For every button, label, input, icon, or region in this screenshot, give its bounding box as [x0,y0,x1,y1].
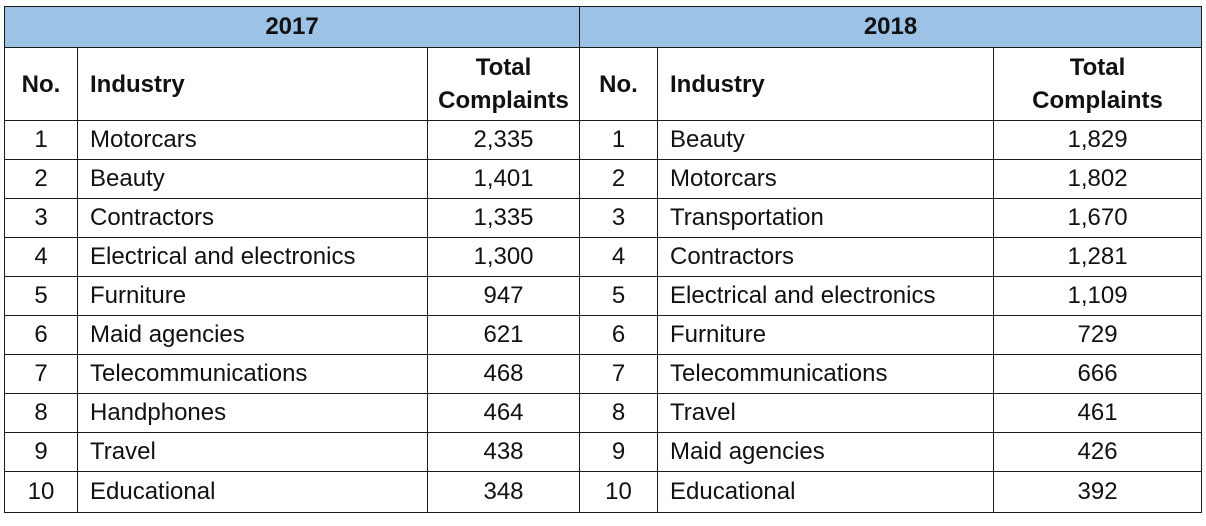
total-header-line1: Total [475,54,532,81]
total-cell-2018: 1,802 [993,159,1203,199]
industry-cell-2018: Transportation [657,198,995,238]
total-cell-2018: 729 [993,315,1203,355]
industry-cell-2018: Beauty [657,120,995,160]
rank-cell-2018: 9 [579,432,659,472]
table-row: 8 Handphones 464 8 Travel 461 [4,393,1203,433]
table-row: 5 Furniture 947 5 Electrical and electronics… [4,276,1203,316]
rank-cell-2018: 1 [579,120,659,160]
rank-cell-2017: 7 [4,354,78,394]
total-cell-2018: 666 [993,354,1203,394]
industry-cell-2018: Telecommunications [657,354,995,394]
total-header-line2: Complaints [1032,87,1163,114]
total-complaints-header: Total Complaints [993,47,1203,121]
total-cell-2017: 2,335 [426,120,581,160]
total-cell-2018: 392 [993,471,1203,513]
industry-cell-2018: Electrical and electronics [657,276,995,316]
rank-cell-2018: 8 [579,393,659,433]
industry-cell-2017: Beauty [77,159,428,199]
table-row: 1 Motorcars 2,335 1 Beauty 1,829 [4,120,1203,160]
rank-cell-2018: 2 [579,159,659,199]
industry-cell-2017: Furniture [77,276,428,316]
industry-cell-2017: Electrical and electronics [77,237,428,277]
industry-cell-2017: Maid agencies [77,315,428,355]
total-header-line1: Total [1069,54,1126,81]
rank-cell-2018: 5 [579,276,659,316]
table-row: 10 Educational 348 10 Educational 392 [4,471,1203,513]
table-row: 9 Travel 438 9 Maid agencies 426 [4,432,1203,472]
rank-cell-2017: 2 [4,159,78,199]
rank-cell-2017: 4 [4,237,78,277]
rank-cell-2017: 5 [4,276,78,316]
total-cell-2018: 1,670 [993,198,1203,238]
table-row: 7 Telecommunications 468 7 Telecommunication… [4,354,1203,394]
year-header-2017: 2017 [3,6,581,48]
no-header: No. [4,47,78,121]
industry-cell-2018: Motorcars [657,159,995,199]
total-cell-2017: 348 [426,471,581,513]
table-body: 1 Motorcars 2,335 1 Beauty 1,829 2 Beauty 1,401 2… [4,120,1203,513]
industry-header: Industry [77,47,428,121]
rank-cell-2017: 8 [4,393,78,433]
industry-cell-2018: Travel [657,393,995,433]
industry-cell-2018: Furniture [657,315,995,355]
rank-cell-2018: 6 [579,315,659,355]
industry-cell-2017: Motorcars [77,120,428,160]
industry-cell-2017: Contractors [77,198,428,238]
total-cell-2017: 947 [426,276,581,316]
rank-cell-2017: 10 [4,471,78,513]
table-row: 6 Maid agencies 621 6 Furniture 729 [4,315,1203,355]
rank-cell-2018: 3 [579,198,659,238]
total-cell-2018: 1,281 [993,237,1203,277]
industry-cell-2017: Handphones [77,393,428,433]
rank-cell-2017: 1 [4,120,78,160]
rank-cell-2018: 7 [579,354,659,394]
total-cell-2017: 1,335 [426,198,581,238]
total-cell-2017: 1,300 [426,237,581,277]
industry-cell-2018: Educational [657,471,995,513]
rank-cell-2017: 6 [4,315,78,355]
total-header-line2: Complaints [438,87,569,114]
total-cell-2017: 438 [426,432,581,472]
rank-cell-2017: 3 [4,198,78,238]
total-cell-2017: 1,401 [426,159,581,199]
industry-cell-2017: Travel [77,432,428,472]
industry-cell-2017: Telecommunications [77,354,428,394]
total-cell-2018: 461 [993,393,1203,433]
complaints-table: 2017 2018 No. Industry Total Complaints N… [3,6,1203,513]
industry-cell-2018: Contractors [657,237,995,277]
total-cell-2017: 621 [426,315,581,355]
total-cell-2017: 468 [426,354,581,394]
industry-cell-2018: Maid agencies [657,432,995,472]
table-row: 2 Beauty 1,401 2 Motorcars 1,802 [4,159,1203,199]
total-cell-2018: 426 [993,432,1203,472]
table-row: 3 Contractors 1,335 3 Transportation 1,670 [4,198,1203,238]
total-cell-2017: 464 [426,393,581,433]
industry-header: Industry [657,47,995,121]
total-cell-2018: 1,109 [993,276,1203,316]
total-complaints-header: Total Complaints [426,47,581,121]
rank-cell-2018: 4 [579,237,659,277]
rank-cell-2018: 10 [579,471,659,513]
total-cell-2018: 1,829 [993,120,1203,160]
year-header-2018: 2018 [579,6,1203,48]
industry-cell-2017: Educational [77,471,428,513]
no-header: No. [579,47,659,121]
rank-cell-2017: 9 [4,432,78,472]
table-row: 4 Electrical and electronics 1,300 4 Contrac… [4,237,1203,277]
